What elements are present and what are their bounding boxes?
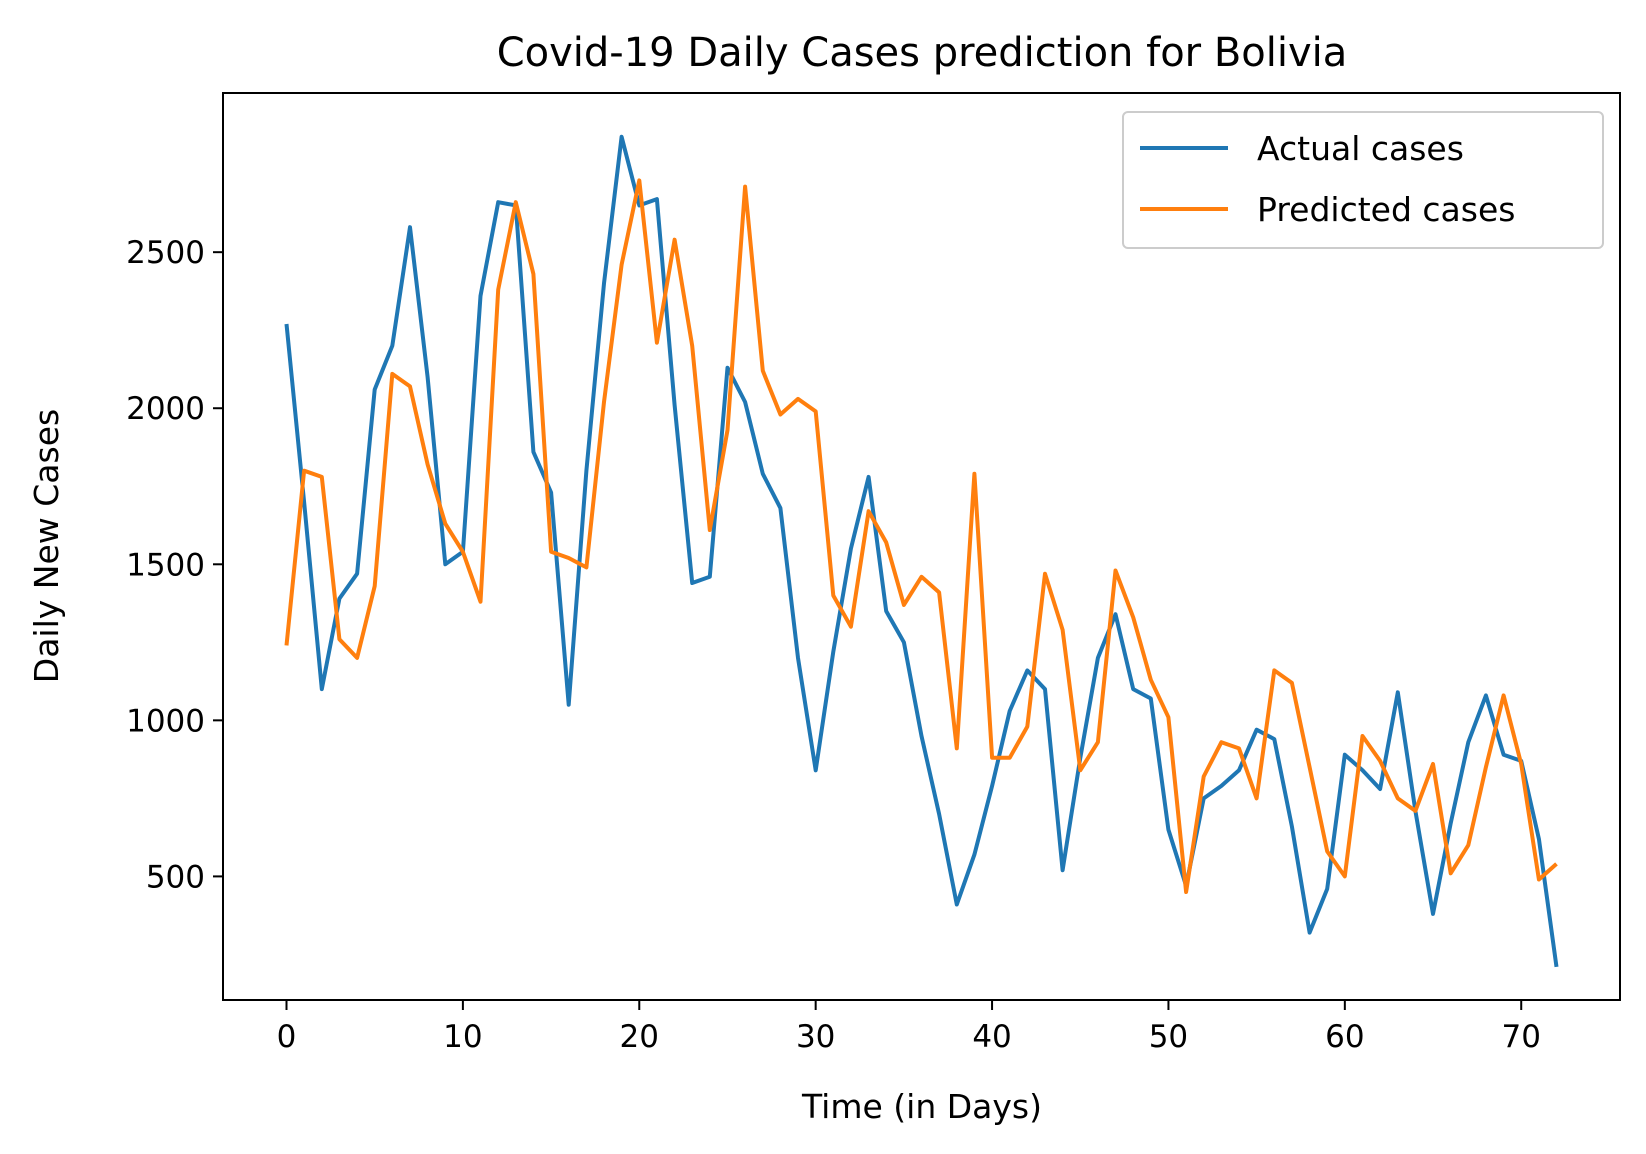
legend-label-actual: Actual cases (1257, 129, 1464, 168)
x-axis-ticks: 0 10 20 30 40 50 60 70 (277, 1000, 1541, 1055)
plot-frame (222, 92, 1621, 1001)
x-tick-label: 70 (1501, 1019, 1540, 1055)
y-tick-label: 500 (146, 859, 205, 895)
actual-cases-line (284, 134, 1559, 968)
y-axis-ticks: 500 1000 1500 2000 2500 (126, 235, 223, 895)
legend: Actual cases Predicted cases (1122, 111, 1604, 249)
x-tick-label: 20 (620, 1019, 659, 1055)
y-tick-label: 1000 (126, 703, 205, 739)
plot-lines (284, 134, 1559, 968)
x-tick-label: 60 (1325, 1019, 1364, 1055)
x-tick-label: 50 (1149, 1019, 1188, 1055)
y-axis-label: Daily New Cases (27, 409, 66, 683)
y-tick-label: 2000 (126, 391, 205, 427)
y-tick-label: 1500 (126, 547, 205, 583)
legend-label-predicted: Predicted cases (1257, 190, 1515, 229)
x-axis-label: Time (in Days) (801, 1087, 1042, 1126)
legend-box (1122, 111, 1604, 249)
x-tick-label: 0 (277, 1019, 297, 1055)
chart-title: Covid-19 Daily Cases prediction for Boli… (497, 30, 1348, 76)
x-tick-label: 10 (443, 1019, 482, 1055)
x-tick-label: 40 (972, 1019, 1011, 1055)
x-tick-label: 30 (796, 1019, 835, 1055)
predicted-cases-line (284, 178, 1558, 894)
y-tick-label: 2500 (126, 235, 205, 271)
